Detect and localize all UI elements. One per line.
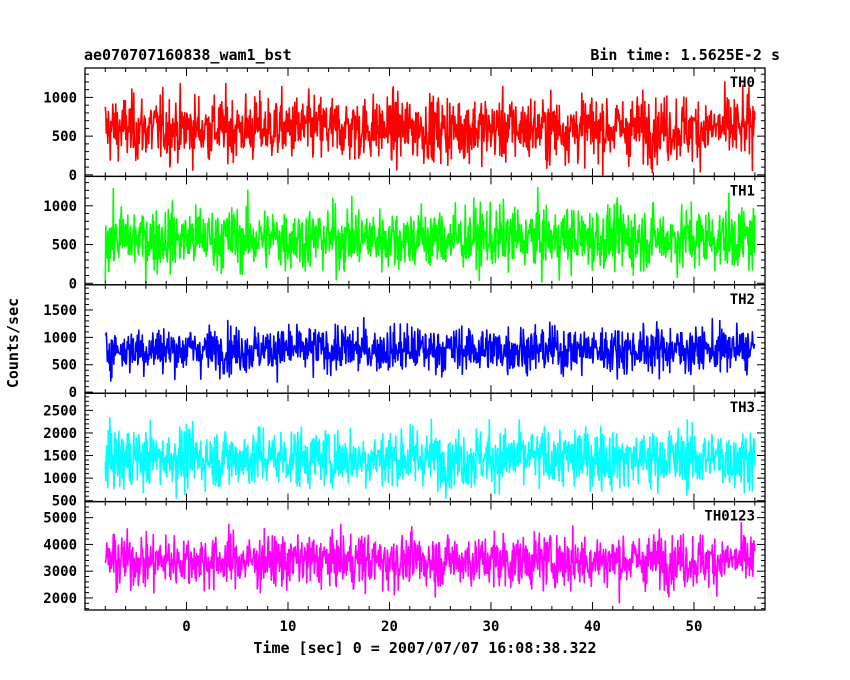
y-tick-label: 2000 bbox=[43, 426, 77, 442]
y-tick-label: 1500 bbox=[43, 449, 77, 465]
y-tick-label: 0 bbox=[69, 385, 77, 401]
x-tick-label: 10 bbox=[280, 619, 297, 635]
y-tick-label: 1000 bbox=[43, 90, 77, 106]
chart-title-right: Bin time: 1.5625E-2 s bbox=[590, 46, 780, 64]
panel-frame bbox=[84, 500, 766, 611]
panel-th1: 0 500 1000 TH1 bbox=[43, 175, 766, 292]
y-tick-label: 5000 bbox=[43, 511, 77, 527]
y-tick-label: 500 bbox=[52, 238, 77, 254]
series-line-th2 bbox=[104, 316, 756, 383]
x-tick-label: 40 bbox=[584, 619, 601, 635]
y-tick-label: 4000 bbox=[43, 537, 77, 553]
panel-label-th0: TH0 bbox=[730, 75, 755, 91]
panel-th0123: 2000 3000 4000 5000 TH0123 bbox=[43, 500, 766, 611]
x-tick-label: 30 bbox=[483, 619, 500, 635]
y-tick-label: 0 bbox=[69, 168, 77, 184]
x-axis-label: Time [sec] 0 = 2007/07/07 16:08:38.322 bbox=[253, 639, 596, 657]
y-tick-label: 1000 bbox=[43, 199, 77, 215]
y-tick-label: 1000 bbox=[43, 471, 77, 487]
y-tick-label: 1500 bbox=[43, 303, 77, 319]
x-tick-label: 50 bbox=[686, 619, 703, 635]
x-axis: 0 10 20 30 40 50 bbox=[182, 619, 702, 635]
y-tick-label: 500 bbox=[52, 358, 77, 374]
panel-th3: 500 1000 1500 2000 2500 TH3 bbox=[43, 392, 766, 510]
panel-label-th2: TH2 bbox=[730, 292, 755, 308]
y-tick-label: 500 bbox=[52, 129, 77, 145]
series-line-th0123 bbox=[104, 521, 756, 604]
x-tick-label: 0 bbox=[182, 619, 190, 635]
y-tick-label: 2000 bbox=[43, 591, 77, 607]
y-axis-label: Counts/sec bbox=[4, 298, 22, 388]
y-tick-label: 500 bbox=[52, 494, 77, 510]
y-tick-label: 0 bbox=[69, 276, 77, 292]
y-tick-label: 3000 bbox=[43, 564, 77, 580]
chart-title-left: ae070707160838_wam1_bst bbox=[84, 46, 292, 64]
panel-label-th3: TH3 bbox=[730, 400, 755, 416]
x-tick-label: 20 bbox=[381, 619, 398, 635]
y-tick-label: 1000 bbox=[43, 330, 77, 346]
panel-th2: 0 500 1000 1500 TH2 bbox=[43, 284, 766, 401]
series-line-th1 bbox=[104, 186, 756, 285]
panel-label-th0123: TH0123 bbox=[704, 509, 755, 525]
panel-label-th1: TH1 bbox=[730, 183, 755, 199]
panel-th0: 0 500 1000 TH0 bbox=[43, 67, 766, 184]
series-line-th3 bbox=[104, 416, 756, 500]
panels-group: 0 500 1000 TH0 0 500 1000 TH1 0 500 1000 1500 TH2 500… bbox=[43, 67, 766, 611]
y-tick-label: 2500 bbox=[43, 403, 77, 419]
series-line-th0 bbox=[104, 81, 756, 176]
